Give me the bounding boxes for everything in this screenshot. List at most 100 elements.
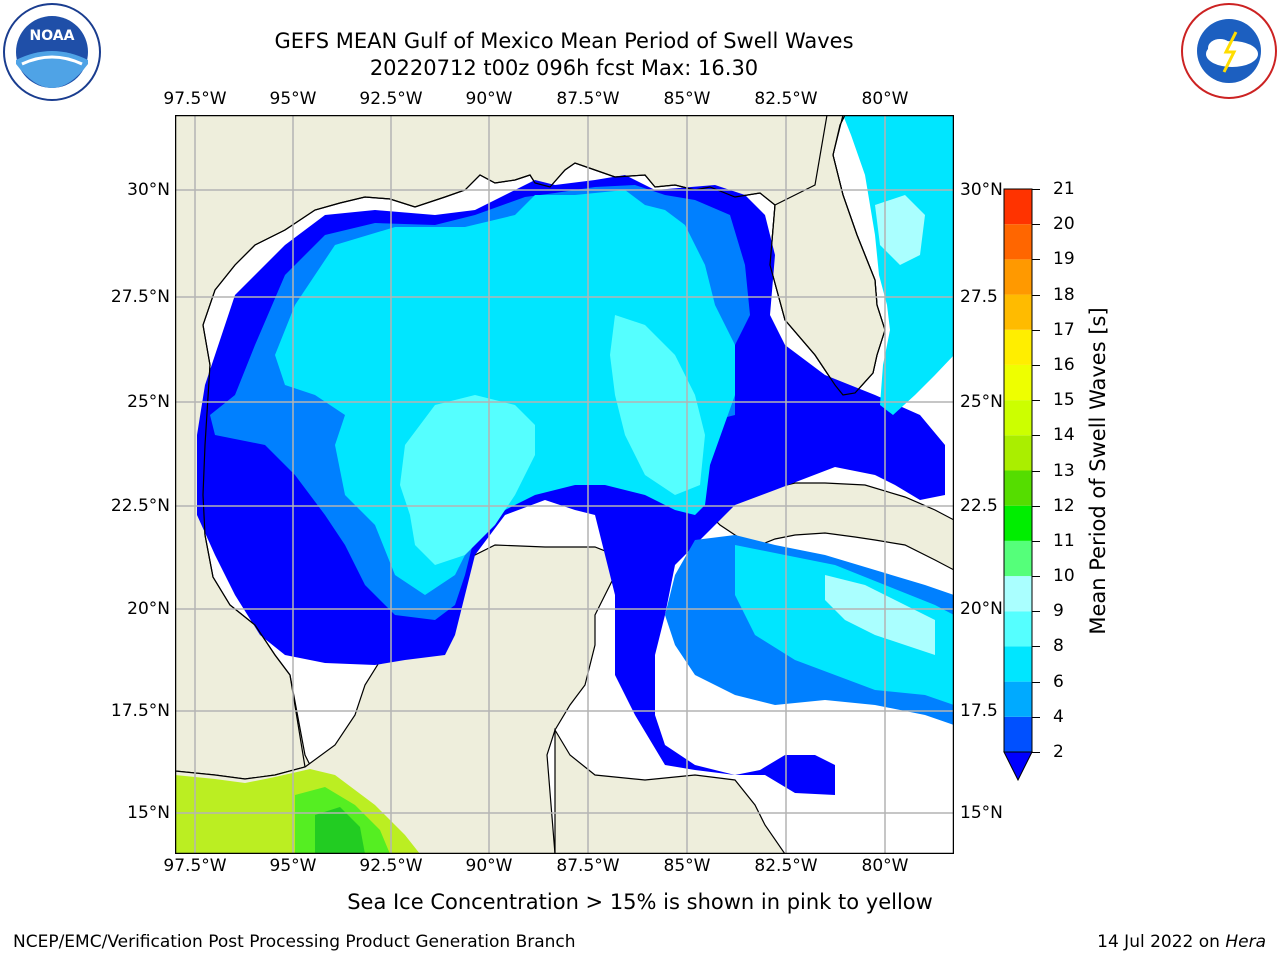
footer-host: Hera	[1225, 932, 1266, 952]
colorbar-tick-label: 16	[1053, 354, 1075, 375]
colorbar-tick-label: 21	[1053, 179, 1075, 199]
colorbar-band	[1004, 611, 1032, 647]
lat-label-left: 30°N	[127, 180, 170, 200]
colorbar-tick-mark	[1032, 224, 1040, 226]
colorbar-tick-label: 18	[1053, 284, 1075, 305]
lat-label-right: 30°N	[960, 180, 1003, 200]
lon-label-bottom: 82.5°W	[754, 856, 818, 876]
noaa-logo: NOAA	[3, 3, 101, 101]
lon-label-top: 80°W	[861, 89, 909, 109]
colorbar-tick-mark	[1032, 189, 1040, 190]
colorbar-bands	[1004, 189, 1032, 752]
noaa-logo-text: NOAA	[30, 28, 75, 44]
colorbar-tick-label: 10	[1053, 566, 1075, 587]
field-light-cyan	[400, 395, 535, 565]
colorbar-tick-mark	[1032, 259, 1040, 261]
colorbar-band	[1004, 224, 1032, 260]
lon-label-top: 87.5°W	[556, 89, 620, 109]
colorbar-tick-label: 9	[1053, 601, 1064, 622]
footer-branch: NCEP/EMC/Verification Post Processing Pr…	[13, 932, 576, 952]
colorbar-band	[1004, 400, 1032, 436]
field-pale-cyan	[825, 575, 935, 655]
coastline-us	[202, 115, 886, 768]
colorbar-tick-mark	[1032, 681, 1040, 683]
lon-label-bottom: 80°W	[861, 856, 909, 876]
lon-label-bottom: 97.5°W	[163, 856, 227, 876]
lat-label-left: 20°N	[127, 599, 170, 619]
colorbar-band	[1004, 505, 1032, 541]
colorbar-band	[1004, 576, 1032, 612]
colorbar-band	[1004, 646, 1032, 682]
field-atlantic-pale	[875, 195, 925, 265]
lat-label-right: 27.5	[960, 287, 998, 307]
lon-label-top: 95°W	[269, 89, 317, 109]
colorbar-band	[1004, 681, 1032, 717]
colorbar-tick-mark	[1032, 364, 1040, 366]
lon-label-bottom: 95°W	[269, 856, 317, 876]
colorbar-tick-mark	[1032, 576, 1040, 578]
lon-label-top: 92.5°W	[359, 89, 423, 109]
colorbar-tick-mark	[1032, 400, 1040, 402]
sea-ice-note: Sea Ice Concentration > 15% is shown in …	[347, 890, 933, 914]
colorbar-band	[1004, 470, 1032, 506]
colorbar-tick-label: 2	[1053, 742, 1064, 762]
colorbar-tick-label: 12	[1053, 495, 1075, 516]
footer-date-text: 14 Jul 2022 on	[1097, 932, 1226, 952]
lat-label-right: 20°N	[960, 599, 1003, 619]
colorbar-tick-label: 15	[1053, 390, 1075, 411]
colorbar-tick-mark	[1032, 470, 1040, 472]
colorbar-tick-label: 6	[1053, 671, 1064, 692]
colorbar-label: Mean Period of Swell Waves [s]	[1086, 307, 1110, 635]
colorbar-tick-mark	[1032, 505, 1040, 507]
lon-label-top: 97.5°W	[163, 89, 227, 109]
gulf-map	[175, 115, 954, 854]
colorbar-tick-label: 14	[1053, 425, 1075, 446]
colorbar-tick-label: 8	[1053, 636, 1064, 657]
colorbar-tick-mark	[1032, 752, 1040, 753]
lon-label-bottom: 85°W	[663, 856, 711, 876]
colorbar-tick-mark	[1032, 435, 1040, 437]
chart-title: GEFS MEAN Gulf of Mexico Mean Period of …	[274, 29, 854, 53]
field-light-cyan-2	[610, 315, 705, 495]
colorbar-tick-label: 4	[1053, 706, 1064, 727]
field-cyan	[275, 190, 735, 595]
lat-label-left: 25°N	[127, 392, 170, 412]
chart-subtitle: 20220712 t00z 096h fcst Max: 16.30	[369, 56, 759, 80]
colorbar-tick-mark	[1032, 329, 1040, 331]
nws-logo	[1181, 3, 1277, 99]
lat-label-left: 17.5°N	[110, 701, 170, 721]
lat-label-right: 17.5	[960, 701, 998, 721]
colorbar-tick-label: 19	[1053, 249, 1075, 270]
map-frame	[175, 115, 954, 854]
lat-label-right: 22.5	[960, 496, 998, 516]
colorbar-band	[1004, 435, 1032, 471]
colorbar-band	[1004, 540, 1032, 577]
colorbar-tick-mark	[1032, 716, 1040, 718]
lat-label-left: 15°N	[127, 803, 170, 823]
land-central-america	[554, 727, 786, 854]
colorbar-band	[1004, 329, 1032, 365]
colorbar-band	[1004, 189, 1032, 225]
colorbar-band	[1004, 716, 1032, 752]
lat-label-right: 25°N	[960, 392, 1003, 412]
lat-label-left: 22.5°N	[110, 496, 170, 516]
colorbar-band	[1004, 294, 1032, 330]
lon-label-bottom: 92.5°W	[359, 856, 423, 876]
colorbar-under-triangle	[1003, 751, 1033, 782]
map-gridlines	[175, 115, 954, 854]
colorbar-tick-label: 17	[1053, 319, 1075, 340]
field-cyan-caribbean	[735, 545, 954, 705]
colorbar-tick-mark	[1032, 646, 1040, 648]
colorbar-tick-mark	[1032, 540, 1040, 542]
colorbar-tick-mark	[1032, 611, 1040, 613]
lat-label-right: 15°N	[960, 803, 1003, 823]
colorbar	[1003, 188, 1033, 782]
lon-label-top: 85°W	[663, 89, 711, 109]
colorbar-band	[1004, 364, 1032, 401]
lat-label-left: 27.5°N	[110, 287, 170, 307]
field-pacific-darkgreen	[315, 807, 365, 854]
colorbar-tick-label: 11	[1053, 530, 1075, 551]
lon-label-bottom: 87.5°W	[556, 856, 620, 876]
lon-label-bottom: 90°W	[465, 856, 513, 876]
lon-label-top: 90°W	[465, 89, 513, 109]
